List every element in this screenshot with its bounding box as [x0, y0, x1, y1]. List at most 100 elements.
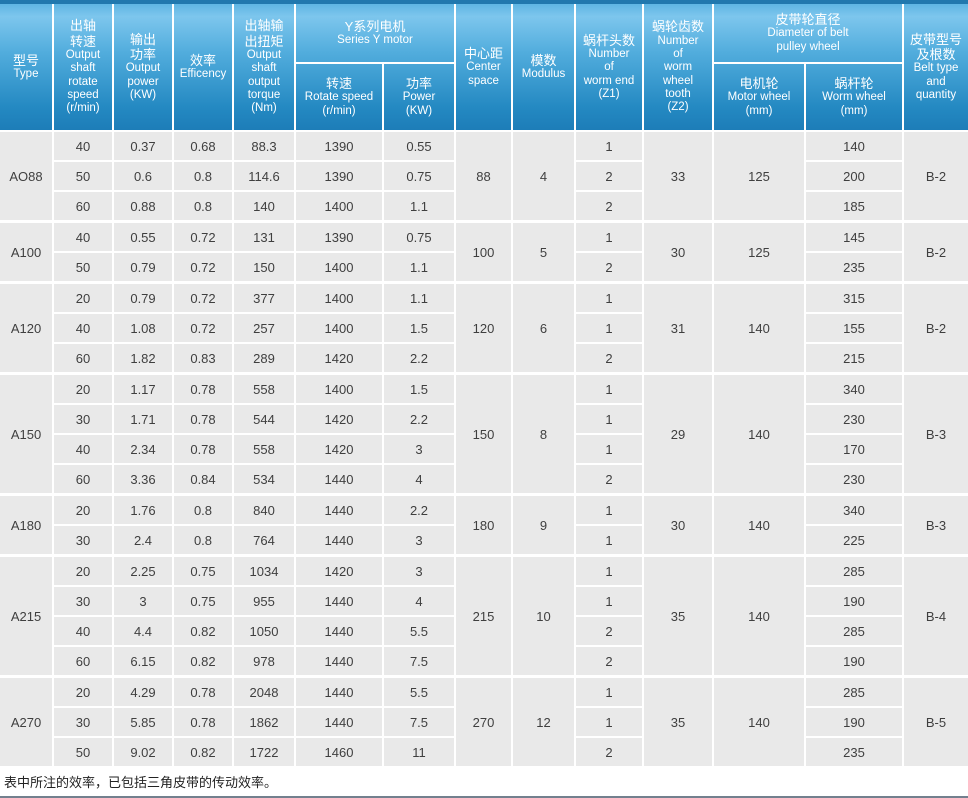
- model-group-AO88: AO88 40 0.37 0.68 88.3 1390 0.55 1 140 50 0.6 0.8 11…: [0, 132, 968, 220]
- center-space-cell: 150: [456, 375, 511, 493]
- header-motor-wheel-zh: 电机轮: [739, 76, 779, 91]
- efficiency-cell: 0.82: [174, 738, 232, 766]
- header-pulley-group-en: Diameter of belt pulley wheel: [767, 27, 849, 53]
- torque-cell: 114.6: [234, 162, 294, 190]
- center-space-cell: 100: [456, 223, 511, 281]
- output-power-cell: 2.4: [114, 526, 172, 554]
- header-z1: 蜗杆头数 Number of worm end (Z1): [576, 4, 644, 130]
- header-z1-zh: 蜗杆头数: [582, 32, 635, 48]
- torque-cell: 558: [234, 375, 294, 403]
- z1-cell: 1: [576, 405, 642, 433]
- output-speed-cell: 20: [54, 678, 112, 706]
- worm-wheel-cell: 285: [806, 617, 902, 645]
- worm-wheel-cell: 215: [806, 344, 902, 372]
- modulus-cell: 4: [513, 132, 574, 220]
- modulus-cell: 6: [513, 284, 574, 372]
- efficiency-cell: 0.84: [174, 465, 232, 493]
- motor-speed-cell: 1460: [296, 738, 382, 766]
- output-speed-cell: 50: [54, 253, 112, 281]
- output-speed-cell: 20: [54, 557, 112, 585]
- model-group-A270: A270 20 4.29 0.78 2048 1440 5.5 1 285 30 5.85 0.78 1…: [0, 678, 968, 766]
- efficiency-cell: 0.8: [174, 192, 232, 220]
- motor-wheel-cell: 125: [714, 223, 804, 281]
- motor-wheel-cell: 140: [714, 284, 804, 372]
- header-motor-power-zh: 功率: [405, 76, 432, 91]
- motor-power-cell: 1.5: [384, 375, 454, 403]
- z1-cell: 1: [576, 375, 642, 403]
- table-body: AO88 40 0.37 0.68 88.3 1390 0.55 1 140 50 0.6 0.8 11…: [0, 132, 968, 766]
- output-power-cell: 2.34: [114, 435, 172, 463]
- torque-cell: 150: [234, 253, 294, 281]
- z1-cell: 2: [576, 162, 642, 190]
- output-power-cell: 3.36: [114, 465, 172, 493]
- output-speed-cell: 50: [54, 162, 112, 190]
- header-modulus-zh: 模数: [530, 52, 557, 68]
- output-power-cell: 2.25: [114, 557, 172, 585]
- z1-cell: 1: [576, 557, 642, 585]
- z2-cell: 33: [644, 132, 712, 220]
- torque-cell: 978: [234, 647, 294, 675]
- header-pulley-group-zh: 皮带轮直径: [775, 12, 841, 27]
- header-center-space-zh: 中心距: [463, 46, 503, 61]
- worm-wheel-cell: 235: [806, 738, 902, 766]
- z1-cell: 2: [576, 647, 642, 675]
- motor-power-cell: 11: [384, 738, 454, 766]
- output-power-cell: 0.37: [114, 132, 172, 160]
- motor-power-cell: 2.2: [384, 405, 454, 433]
- torque-cell: 289: [234, 344, 294, 372]
- efficiency-cell: 0.8: [174, 162, 232, 190]
- motor-wheel-cell: 140: [714, 375, 804, 493]
- worm-wheel-cell: 200: [806, 162, 902, 190]
- motor-speed-cell: 1390: [296, 132, 382, 160]
- belt-cell: B-2: [904, 284, 968, 372]
- motor-power-cell: 3: [384, 526, 454, 554]
- efficiency-cell: 0.83: [174, 344, 232, 372]
- header-belt: 皮带型号 及根数 Belt type and quantity: [904, 4, 968, 130]
- torque-cell: 88.3: [234, 132, 294, 160]
- header-motor-wheel-en: Motor wheel (mm): [727, 91, 791, 117]
- output-power-cell: 0.79: [114, 253, 172, 281]
- worm-wheel-cell: 285: [806, 678, 902, 706]
- header-motor-power-en: Power (KW): [402, 91, 436, 117]
- header-torque-zh: 出轴输 出扭矩: [244, 18, 284, 49]
- z1-cell: 2: [576, 253, 642, 281]
- motor-power-cell: 2.2: [384, 344, 454, 372]
- header-output-power: 输出 功率 Output power (KW): [114, 4, 174, 130]
- header-motor-group: Y系列电机 Series Y motor: [296, 4, 456, 64]
- output-speed-cell: 60: [54, 465, 112, 493]
- z2-cell: 30: [644, 496, 712, 554]
- header-output-power-zh: 输出 功率: [129, 31, 156, 62]
- model-cell: A180: [0, 496, 52, 554]
- output-speed-cell: 20: [54, 496, 112, 524]
- z1-cell: 1: [576, 284, 642, 312]
- z1-cell: 2: [576, 465, 642, 493]
- z2-cell: 35: [644, 678, 712, 766]
- z1-cell: 1: [576, 223, 642, 251]
- output-speed-cell: 20: [54, 375, 112, 403]
- efficiency-cell: 0.82: [174, 617, 232, 645]
- z2-cell: 35: [644, 557, 712, 675]
- output-speed-cell: 40: [54, 435, 112, 463]
- output-power-cell: 0.79: [114, 284, 172, 312]
- header-type-zh: 型号: [12, 52, 39, 68]
- header-motor-wheel: 电机轮 Motor wheel (mm): [714, 64, 806, 130]
- motor-power-cell: 3: [384, 435, 454, 463]
- header-output-power-en: Output power (KW): [125, 62, 161, 101]
- belt-cell: B-2: [904, 132, 968, 220]
- z2-cell: 29: [644, 375, 712, 493]
- model-cell: A100: [0, 223, 52, 281]
- header-motor-speed: 转速 Rotate speed (r/min): [296, 64, 384, 130]
- model-group-A180: A180 20 1.76 0.8 840 1440 2.2 1 340 30 2.4 0.8 764 14…: [0, 496, 968, 554]
- z2-cell: 31: [644, 284, 712, 372]
- motor-speed-cell: 1400: [296, 314, 382, 342]
- motor-speed-cell: 1400: [296, 375, 382, 403]
- worm-wheel-cell: 230: [806, 405, 902, 433]
- motor-speed-cell: 1420: [296, 344, 382, 372]
- motor-speed-cell: 1440: [296, 617, 382, 645]
- header-efficiency-zh: 效率: [189, 52, 216, 68]
- motor-wheel-cell: 125: [714, 132, 804, 220]
- z1-cell: 1: [576, 526, 642, 554]
- worm-wheel-cell: 190: [806, 587, 902, 615]
- header-type-en: Type: [13, 68, 39, 80]
- motor-speed-cell: 1440: [296, 647, 382, 675]
